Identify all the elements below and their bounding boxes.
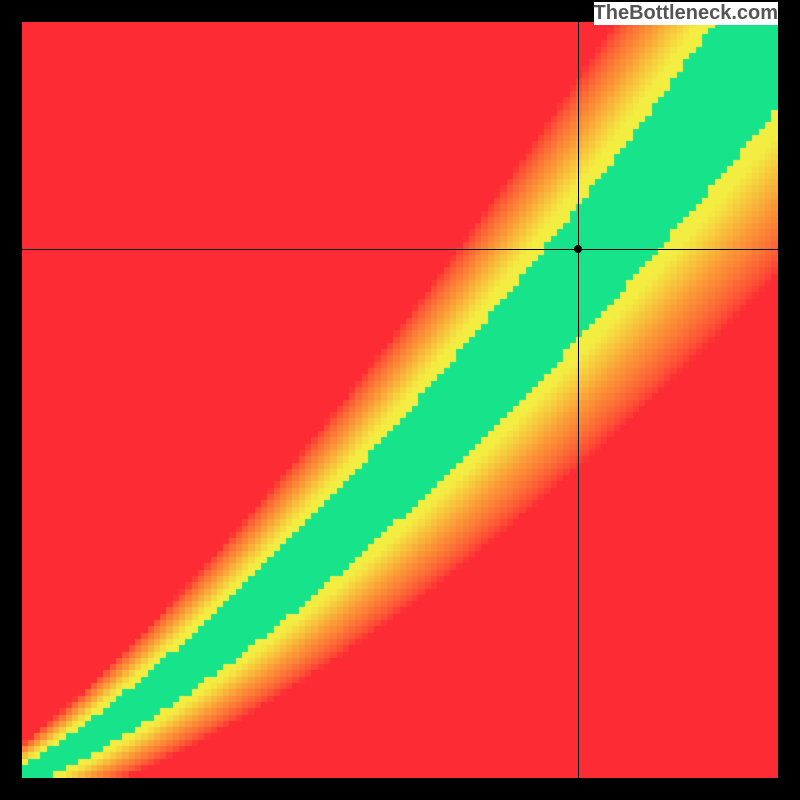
plot-area	[22, 22, 778, 778]
heatmap-canvas	[22, 22, 778, 778]
crosshair-horizontal-line	[22, 249, 778, 250]
watermark-text: TheBottleneck.com	[594, 2, 778, 25]
crosshair-marker-dot	[574, 245, 582, 253]
chart-container: TheBottleneck.com	[0, 0, 800, 800]
crosshair-vertical-line	[578, 22, 579, 778]
